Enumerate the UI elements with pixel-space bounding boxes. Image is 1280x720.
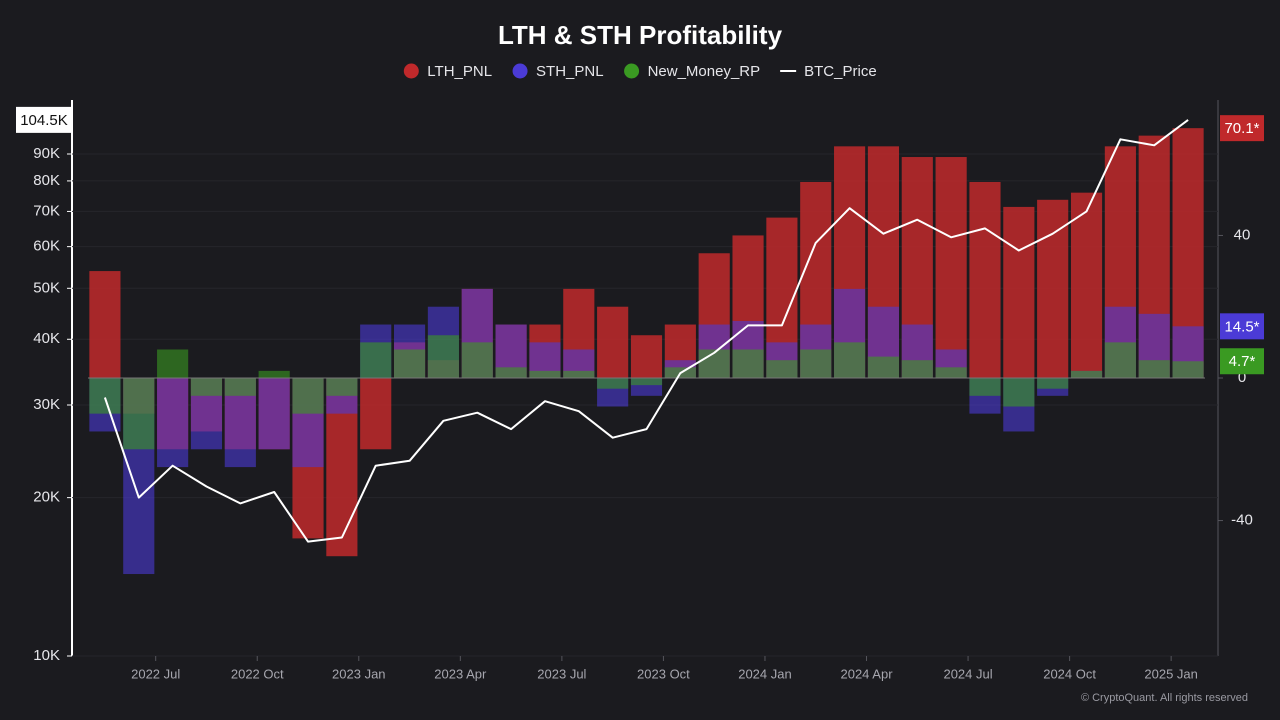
current-value-label: 70.1* [1224, 120, 1259, 137]
y-tick-label: 50K [33, 279, 60, 296]
bar [935, 157, 967, 378]
y-tick-label: 30K [33, 396, 60, 413]
bar [258, 370, 290, 378]
bar [258, 378, 290, 450]
bar [1037, 199, 1069, 378]
bar [867, 356, 900, 378]
y2-tick-label: -40 [1231, 512, 1253, 529]
x-tick-label: 2022 Oct [231, 666, 284, 681]
bar [89, 271, 121, 378]
bar [360, 342, 392, 378]
bar [427, 335, 459, 378]
y2-tick-label: 40 [1234, 226, 1251, 243]
bar [1172, 361, 1204, 378]
legend-swatch [512, 63, 528, 79]
bar [1003, 206, 1035, 378]
bar [190, 378, 223, 396]
x-tick-label: 2024 Oct [1043, 666, 1096, 681]
bar [766, 360, 798, 378]
bar [360, 378, 392, 450]
bars [89, 128, 1204, 575]
x-tick-label: 2023 Apr [434, 666, 487, 681]
bar [969, 181, 1001, 378]
bar [1003, 378, 1035, 407]
legend: LTH_PNL STH_PNL New_Money_RP BTC_Price [403, 63, 877, 80]
bar [1070, 192, 1103, 378]
current-value-label: 4.7* [1229, 353, 1256, 370]
bar [901, 360, 933, 378]
legend-swatch [624, 63, 640, 79]
legend-label: LTH_PNL [427, 63, 492, 80]
x-tick-label: 2023 Oct [637, 666, 690, 681]
current-value-label: 104.5K [20, 112, 68, 129]
chart-title: LTH & STH Profitability [498, 20, 783, 50]
legend-item: STH_PNL [512, 63, 604, 80]
bar [698, 349, 730, 378]
y-tick-label: 20K [33, 489, 60, 506]
y2-tick-label: 0 [1238, 369, 1246, 386]
bar [292, 378, 324, 414]
y-tick-label: 80K [33, 172, 60, 189]
bar [529, 370, 561, 378]
bar [393, 349, 426, 378]
bar [935, 367, 967, 378]
bar [1037, 378, 1069, 389]
bar [969, 378, 1001, 396]
bar [157, 349, 189, 378]
legend-item: LTH_PNL [403, 63, 492, 80]
source-note: © CryptoQuant. All rights reserved [1081, 692, 1248, 704]
bar [123, 378, 155, 450]
y-tick-label: 10K [33, 647, 60, 664]
bar [834, 342, 866, 378]
bar [732, 349, 764, 378]
current-value-box [16, 106, 72, 133]
bar [224, 378, 256, 396]
x-tick-label: 2025 Jan [1144, 666, 1198, 681]
legend-label: BTC_Price [804, 63, 877, 80]
bar [597, 378, 629, 389]
x-tick-label: 2022 Jul [131, 666, 180, 681]
x-tick-label: 2024 Apr [840, 666, 893, 681]
bar [1138, 360, 1170, 378]
price-line [103, 119, 1189, 543]
bar [563, 370, 595, 378]
bar [630, 335, 663, 378]
bar [630, 378, 663, 386]
x-tick-label: 2023 Jul [537, 666, 586, 681]
bar [89, 378, 121, 414]
legend-swatch [403, 63, 419, 79]
x-tick-label: 2024 Jul [943, 666, 992, 681]
bar [461, 342, 493, 378]
current-value-label: 14.5* [1224, 318, 1259, 335]
legend-item: New_Money_RP [624, 63, 760, 80]
x-tick-label: 2024 Jan [738, 666, 792, 681]
legend-label: New_Money_RP [648, 63, 761, 80]
x-tick-label: 2023 Jan [332, 666, 386, 681]
current-value-box [1220, 348, 1264, 375]
legend-label: STH_PNL [536, 63, 604, 80]
y-tick-label: 90K [33, 145, 60, 162]
y-tick-label: 60K [33, 238, 60, 255]
current-value-box [1220, 115, 1264, 142]
current-value-box [1220, 313, 1264, 340]
bar [326, 378, 358, 396]
legend-item: BTC_Price [780, 63, 877, 80]
y-tick-label: 40K [33, 330, 60, 347]
bar [597, 306, 629, 378]
bar [1070, 370, 1103, 378]
bar [495, 367, 527, 378]
bar [800, 349, 832, 378]
bar [157, 378, 189, 468]
y-tick-label: 70K [33, 202, 60, 219]
bar [1104, 342, 1136, 378]
